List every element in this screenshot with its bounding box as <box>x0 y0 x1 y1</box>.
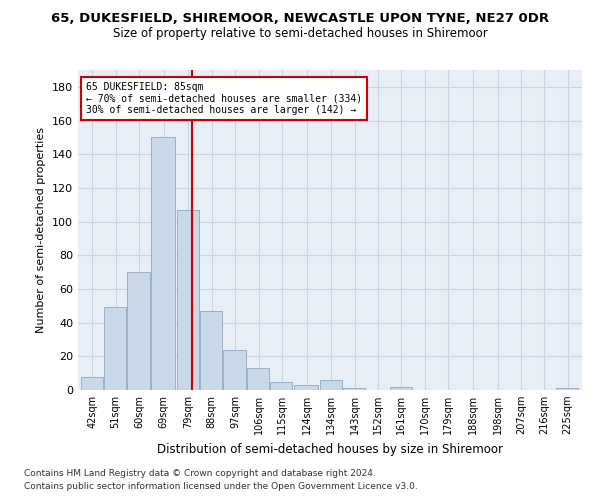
Bar <box>200 311 223 390</box>
Bar <box>320 380 342 390</box>
Bar <box>247 368 269 390</box>
Bar <box>151 138 175 390</box>
Bar <box>343 388 365 390</box>
Bar <box>127 272 149 390</box>
Bar <box>223 350 245 390</box>
Bar <box>104 308 126 390</box>
Text: 65, DUKESFIELD, SHIREMOOR, NEWCASTLE UPON TYNE, NE27 0DR: 65, DUKESFIELD, SHIREMOOR, NEWCASTLE UPO… <box>51 12 549 26</box>
Bar <box>556 388 578 390</box>
Text: Size of property relative to semi-detached houses in Shiremoor: Size of property relative to semi-detach… <box>113 28 487 40</box>
Bar <box>80 376 103 390</box>
Bar <box>293 385 319 390</box>
Text: Contains HM Land Registry data © Crown copyright and database right 2024.: Contains HM Land Registry data © Crown c… <box>24 468 376 477</box>
X-axis label: Distribution of semi-detached houses by size in Shiremoor: Distribution of semi-detached houses by … <box>157 442 503 456</box>
Bar <box>270 382 292 390</box>
Text: Contains public sector information licensed under the Open Government Licence v3: Contains public sector information licen… <box>24 482 418 491</box>
Text: 65 DUKESFIELD: 85sqm
← 70% of semi-detached houses are smaller (334)
30% of semi: 65 DUKESFIELD: 85sqm ← 70% of semi-detac… <box>86 82 362 115</box>
Bar <box>390 386 412 390</box>
Bar <box>177 210 199 390</box>
Y-axis label: Number of semi-detached properties: Number of semi-detached properties <box>37 127 46 333</box>
